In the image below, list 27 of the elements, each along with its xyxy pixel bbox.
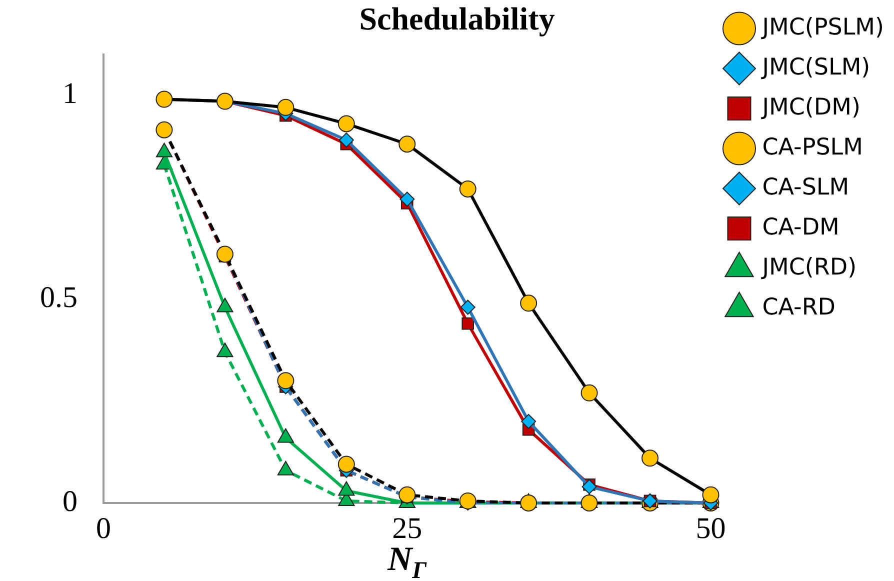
x-tick-label: 50 bbox=[696, 512, 726, 545]
y-tick-label: 0 bbox=[62, 484, 78, 518]
legend-label: CA-SLM bbox=[762, 174, 850, 200]
legend-label: JMC(PSLM) bbox=[760, 14, 884, 40]
point bbox=[398, 136, 416, 153]
point bbox=[702, 486, 720, 504]
point bbox=[462, 317, 474, 330]
x-tick-label: 0 bbox=[96, 512, 111, 545]
point bbox=[520, 294, 538, 312]
legend-label: JMC(SLM) bbox=[760, 54, 870, 80]
legend-label: CA-RD bbox=[762, 294, 836, 320]
chart-title: Schedulability bbox=[359, 0, 555, 36]
point bbox=[338, 456, 355, 473]
legend-label: JMC(DM) bbox=[760, 94, 860, 120]
y-tick-label: 1 bbox=[62, 77, 78, 110]
y-tick-label: 0.5 bbox=[40, 280, 78, 314]
x-tick-label: 25 bbox=[392, 512, 422, 545]
point bbox=[277, 98, 294, 116]
point bbox=[642, 450, 659, 467]
point bbox=[338, 115, 355, 132]
point bbox=[277, 372, 294, 390]
legend-label: CA-PSLM bbox=[762, 134, 863, 160]
legend-label: JMC(RD) bbox=[760, 254, 857, 280]
legend-label: CA-DM bbox=[762, 214, 840, 240]
point bbox=[398, 486, 416, 504]
point bbox=[580, 384, 598, 402]
point bbox=[459, 180, 476, 198]
